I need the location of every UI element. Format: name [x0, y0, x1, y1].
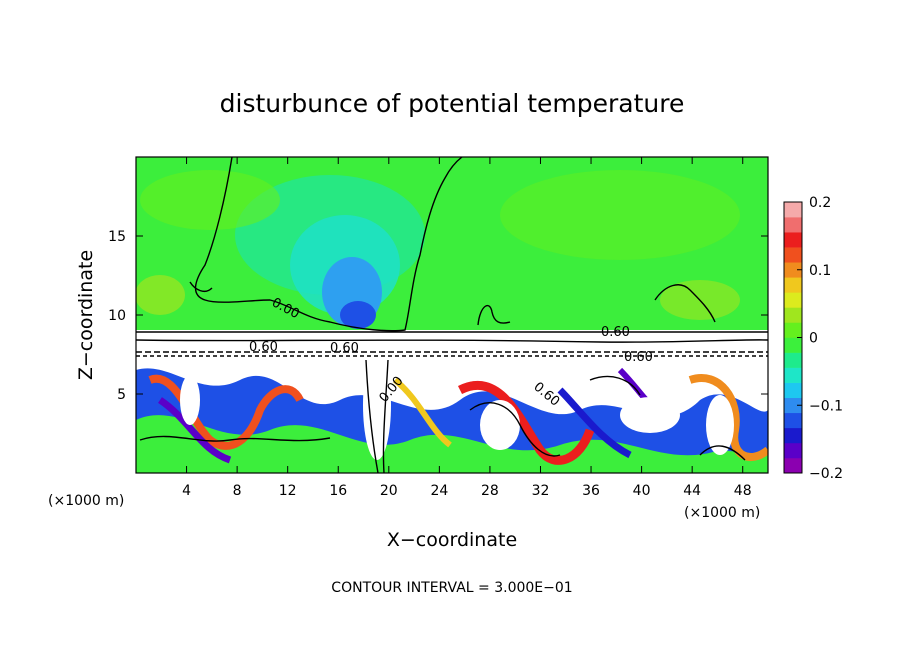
x-unit-right: (×1000 m): [684, 505, 760, 521]
colorbar-swatch: [784, 247, 802, 263]
contour-label: 0.60: [601, 325, 630, 340]
colorbar: 0.2 0.1 0 −0.1 −0.2: [783, 195, 843, 482]
x-tick-label: 4: [182, 483, 191, 499]
x-tick-label: 32: [532, 483, 550, 499]
x-tick-label: 36: [582, 483, 600, 499]
colorbar-swatch: [784, 382, 802, 399]
colorbar-tick-label: −0.1: [809, 398, 843, 414]
x-tick-label: 44: [683, 483, 701, 499]
y-tick-label: 10: [108, 308, 126, 324]
colorbar-swatch: [784, 367, 802, 383]
colorbar-swatch: [784, 277, 802, 293]
colorbar-swatch: [784, 217, 802, 233]
x-tick-label: 24: [430, 483, 448, 499]
x-axis: 4 8 12 16 20 24 28 32 36 40 44 48: [182, 157, 752, 499]
chart-title: disturbunce of potential temperature: [220, 89, 685, 118]
x-tick-label: 28: [481, 483, 499, 499]
y-axis: 5 10 15: [108, 229, 768, 403]
colorbar-swatch: [784, 322, 802, 338]
x-axis-label: X−coordinate: [387, 529, 517, 551]
colorbar-swatch: [784, 292, 802, 308]
x-tick-label: 40: [633, 483, 651, 499]
x-tick-label: 12: [279, 483, 297, 499]
colorbar-swatch: [784, 202, 802, 218]
y-tick-label: 5: [117, 387, 126, 403]
contour-label: 0.60: [249, 340, 278, 355]
contour-interval-note: CONTOUR INTERVAL = 3.000E−01: [331, 580, 572, 596]
lower-turbulence: [136, 350, 768, 473]
colorbar-tick-label: 0.1: [809, 263, 831, 279]
colorbar-swatch: [784, 337, 802, 353]
upper-field-shading: [136, 170, 740, 329]
colorbar-swatch: [784, 262, 802, 278]
colorbar-swatch: [784, 352, 802, 368]
x-tick-label: 8: [233, 483, 242, 499]
colorbar-swatch: [784, 427, 802, 444]
x-tick-label: 16: [329, 483, 347, 499]
contour-label: 0.60: [330, 341, 359, 356]
x-tick-label: 48: [734, 483, 752, 499]
contour-lines: [136, 157, 768, 473]
plot-area: 0.00 0.00 0.60 0.60 0.60 0.60 0.60: [136, 157, 768, 473]
x-unit-left: (×1000 m): [48, 493, 124, 509]
colorbar-swatch: [784, 442, 802, 459]
colorbar-tick-label: 0.2: [809, 195, 831, 211]
y-axis-label: Z−coordinate: [75, 250, 97, 380]
colorbar-swatch: [784, 307, 802, 323]
y-tick-label: 15: [108, 229, 126, 245]
colorbar-swatch: [784, 232, 802, 248]
colorbar-swatch: [784, 397, 802, 414]
colorbar-tick-label: 0: [809, 331, 818, 347]
x-tick-label: 20: [380, 483, 398, 499]
colorbar-tick-label: −0.2: [809, 466, 843, 482]
colorbar-swatch: [784, 457, 802, 474]
contour-label: 0.60: [624, 350, 653, 365]
colorbar-swatch: [784, 412, 802, 429]
